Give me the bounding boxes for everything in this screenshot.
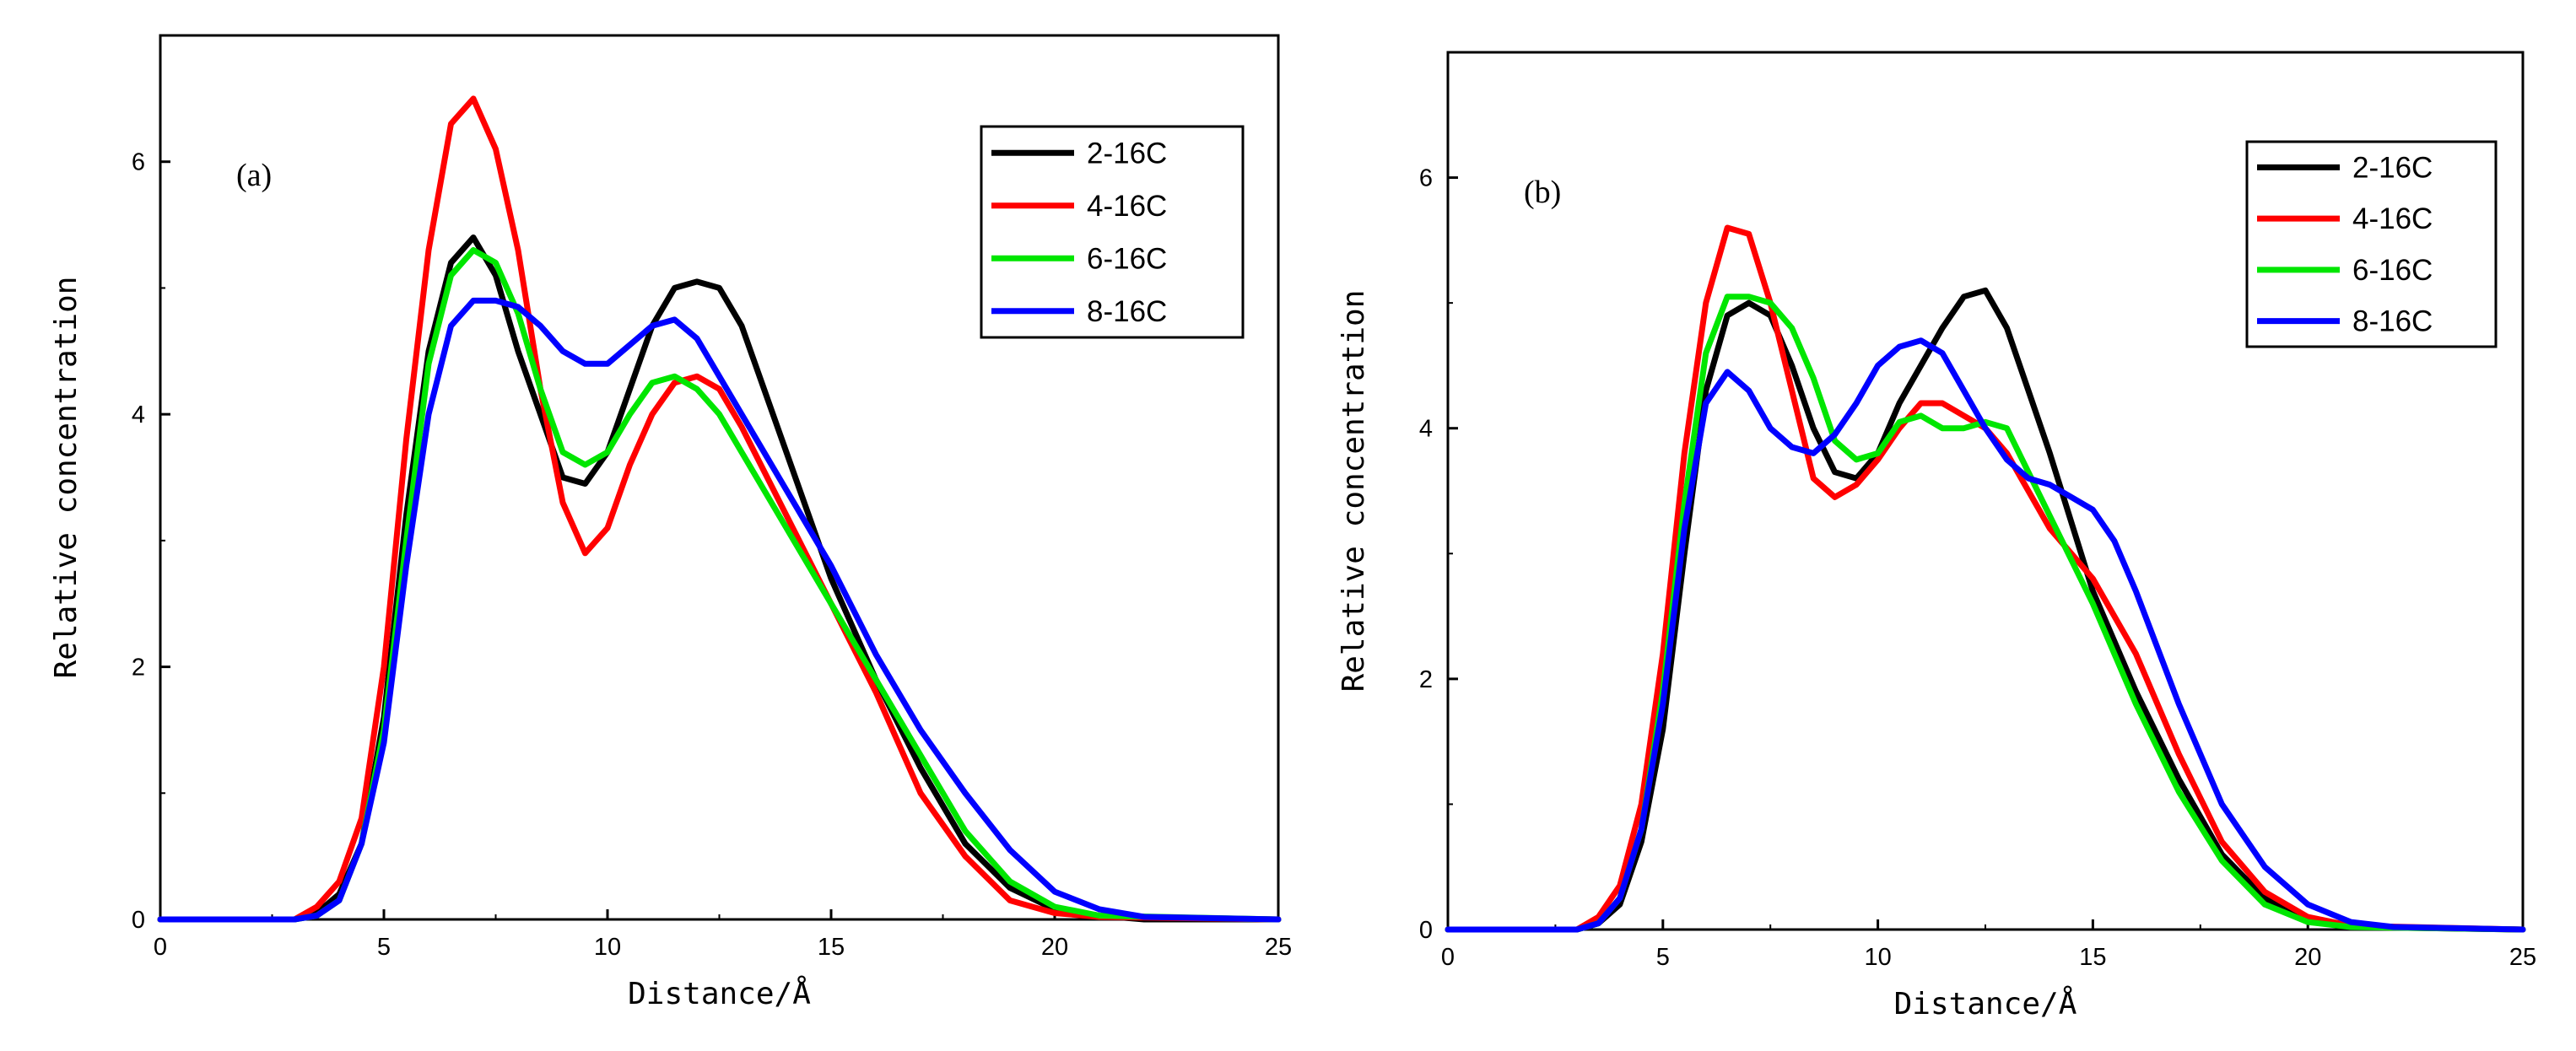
legend-label-6-16C: 6-16C	[1087, 242, 1167, 275]
y-axis-title: Relative concentration	[1337, 290, 1371, 693]
x-tick-label: 0	[1441, 944, 1455, 971]
x-tick-label: 25	[1265, 934, 1292, 961]
y-tick-label: 4	[1419, 416, 1433, 443]
x-tick-label: 10	[1864, 944, 1891, 971]
y-tick-label: 2	[132, 655, 145, 682]
series-line-2-16C	[1445, 287, 2526, 933]
panel-label: (b)	[1524, 175, 1561, 210]
chart-panel-a: 0 5 10 15 20 25 0 2 4 6 Distance/Å Relative concent…	[49, 34, 1292, 1011]
x-tick-label: 15	[2079, 944, 2106, 971]
legend: 2-16C 4-16C 6-16C 8-16C	[980, 125, 1245, 339]
legend-box	[980, 125, 1245, 339]
series-line-2-16C	[157, 234, 1282, 923]
legend-label-2-16C: 2-16C	[1087, 137, 1167, 170]
legend-label-8-16C: 8-16C	[1087, 295, 1167, 328]
series-line-4-16C	[157, 95, 1282, 923]
x-tick-label: 10	[594, 934, 621, 961]
legend-label-2-16C: 2-16C	[2352, 151, 2433, 184]
y-tick-label: 2	[1419, 666, 1433, 693]
legend-label-8-16C: 8-16C	[2352, 305, 2433, 338]
y-axis-title: Relative concentration	[49, 277, 84, 679]
x-tick-label: 5	[1656, 944, 1670, 971]
y-tick-label: 6	[1419, 165, 1433, 192]
legend-box	[2245, 140, 2498, 348]
y-tick-label: 0	[132, 907, 145, 934]
y-tick-label: 0	[1419, 917, 1433, 944]
series-line-8-16C	[157, 297, 1282, 923]
series-line-4-16C	[1445, 224, 2526, 933]
chart-panel-b: 0 5 10 15 20 25 0 2 4 6 Distance/Å Relative concent…	[1337, 51, 2536, 1021]
x-tick-label: 20	[2294, 944, 2321, 971]
legend-label-4-16C: 4-16C	[2352, 202, 2433, 235]
x-axis-title: Distance/Å	[628, 975, 811, 1011]
x-tick-label: 0	[154, 934, 167, 961]
y-tick-label: 6	[132, 149, 145, 176]
series-line-6-16C	[1445, 294, 2526, 933]
x-axis-title: Distance/Å	[1894, 985, 2077, 1021]
x-tick-label: 20	[1041, 934, 1068, 961]
x-tick-label: 25	[2509, 944, 2536, 971]
legend: 2-16C 4-16C 6-16C 8-16C	[2245, 140, 2498, 348]
x-tick-label: 15	[818, 934, 845, 961]
series-line-6-16C	[157, 247, 1282, 923]
y-tick-label: 4	[132, 402, 145, 428]
x-tick-label: 5	[377, 934, 391, 961]
series-line-8-16C	[1445, 337, 2526, 933]
legend-label-4-16C: 4-16C	[1087, 190, 1167, 223]
panel-label: (a)	[236, 158, 272, 193]
legend-label-6-16C: 6-16C	[2352, 254, 2433, 287]
